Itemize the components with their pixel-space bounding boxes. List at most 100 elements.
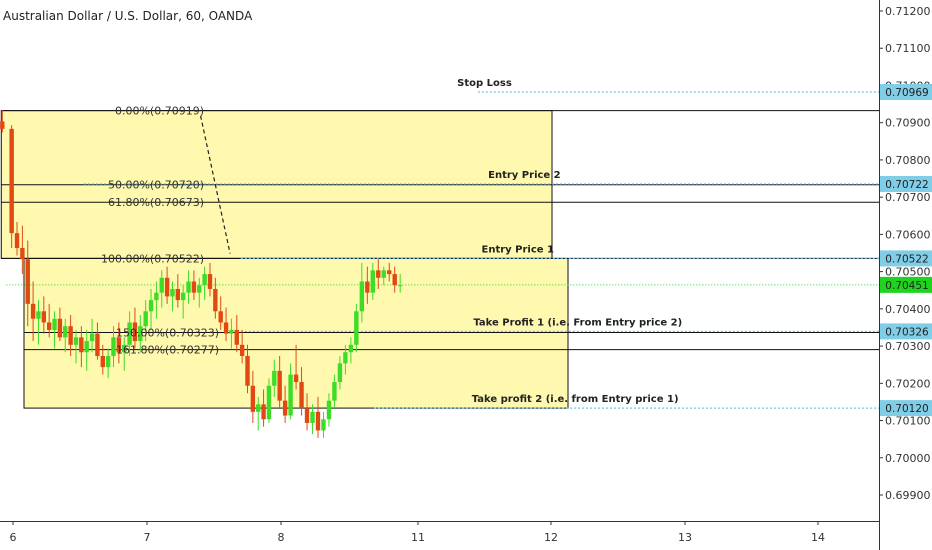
candle-14 (79, 326, 84, 368)
candle-body (9, 128, 14, 234)
candle-17 (95, 322, 100, 360)
x-tick-label-6: 14 (811, 531, 825, 544)
candle-53 (288, 363, 293, 420)
candle-body (376, 270, 381, 278)
candle-59 (321, 411, 326, 438)
candle-body (186, 281, 191, 293)
x-tick-label-1: 7 (144, 531, 151, 544)
candle-36 (197, 277, 202, 308)
candle-26 (143, 300, 148, 342)
candle-body (223, 322, 229, 334)
candle-51 (277, 355, 282, 409)
candle-body (52, 318, 57, 330)
candle-15 (84, 329, 89, 371)
candle-body (175, 288, 181, 301)
candle-body (111, 337, 116, 356)
y-tick-label-3: 0.70900 (885, 117, 931, 130)
candle-body (256, 404, 261, 412)
candle-body (20, 248, 25, 260)
candle-4 (25, 240, 30, 327)
candle-body (100, 355, 105, 368)
y-tick-label-9: 0.70300 (885, 340, 931, 353)
candle-body (381, 270, 386, 278)
candle-body (46, 322, 52, 330)
candle-body (0, 121, 5, 129)
y-tick-label-8: 0.70400 (885, 303, 931, 316)
candle-60 (326, 393, 332, 427)
level-lines (1, 91, 879, 409)
candle-body (282, 400, 288, 416)
candle-body (202, 274, 207, 286)
candle-body (30, 303, 36, 319)
candle-body (354, 311, 359, 345)
price-tag-4: 0.70326 (880, 323, 932, 340)
candles (0, 110, 403, 438)
price-tag-0: 0.70969 (880, 84, 932, 101)
candle-body (293, 374, 299, 383)
candle-68 (370, 262, 375, 301)
candle-34 (186, 270, 191, 304)
price-tag-label: 0.70722 (885, 179, 928, 191)
candle-65 (354, 303, 359, 353)
candle-48 (261, 389, 266, 427)
candle-body (197, 285, 202, 293)
candle-body (213, 288, 218, 312)
candle-body (105, 355, 111, 368)
candle-61 (332, 374, 337, 409)
candle-body (288, 374, 293, 416)
fibonacci-labels: 0.00%(0.70919) 50.00%(0.70720) 61.80%(0.70… (101, 105, 219, 357)
x-tick-label-2: 8 (278, 531, 285, 544)
candle-body (57, 318, 63, 338)
candle-body (321, 419, 326, 431)
candle-body (250, 385, 256, 412)
candle-body (337, 363, 343, 383)
candle-body (132, 322, 138, 342)
candle-64 (348, 337, 354, 364)
candle-13 (73, 329, 79, 364)
price-tag-label: 0.70522 (885, 253, 928, 265)
candle-body (310, 411, 315, 423)
candle-body (127, 322, 132, 345)
candle-body (365, 281, 370, 293)
candle-42 (229, 318, 234, 349)
candle-body (170, 288, 175, 297)
candle-37 (202, 266, 207, 301)
candle-62 (337, 355, 343, 390)
candle-body (218, 311, 223, 323)
y-tick-label-0: 0.71200 (885, 5, 931, 18)
candle-44 (239, 329, 245, 364)
candle-11 (63, 318, 68, 353)
price-tag-3: 0.70451 (880, 276, 932, 293)
candle-50 (272, 359, 277, 397)
candle-body (370, 270, 375, 293)
candle-69 (376, 259, 381, 289)
candle-body (73, 337, 79, 345)
candle-57 (310, 404, 315, 435)
y-tick-label-11: 0.70100 (885, 415, 931, 428)
candle-body (143, 311, 148, 327)
candle-body (138, 326, 143, 342)
candle-73 (397, 274, 403, 293)
candle-56 (304, 393, 310, 431)
candle-22 (122, 337, 127, 371)
candle-43 (234, 315, 239, 353)
x-tick-label-3: 11 (411, 531, 425, 544)
candle-body (299, 382, 304, 409)
candle-39 (213, 277, 218, 319)
candle-body (68, 326, 73, 345)
candle-12 (68, 315, 73, 356)
candle-body (89, 333, 95, 342)
y-tick-label-7: 0.70500 (885, 266, 931, 279)
candle-body (122, 344, 127, 353)
candle-body (315, 411, 321, 431)
candle-52 (282, 385, 288, 423)
x-tick-label-0: 6 (10, 531, 17, 544)
x-tick-label-5: 13 (678, 531, 692, 544)
candle-6 (36, 300, 41, 345)
chart-line-6 (200, 115, 231, 254)
candle-body (239, 344, 245, 356)
candle-body (180, 292, 186, 301)
candle-body (359, 281, 365, 312)
candle-body (304, 408, 310, 423)
